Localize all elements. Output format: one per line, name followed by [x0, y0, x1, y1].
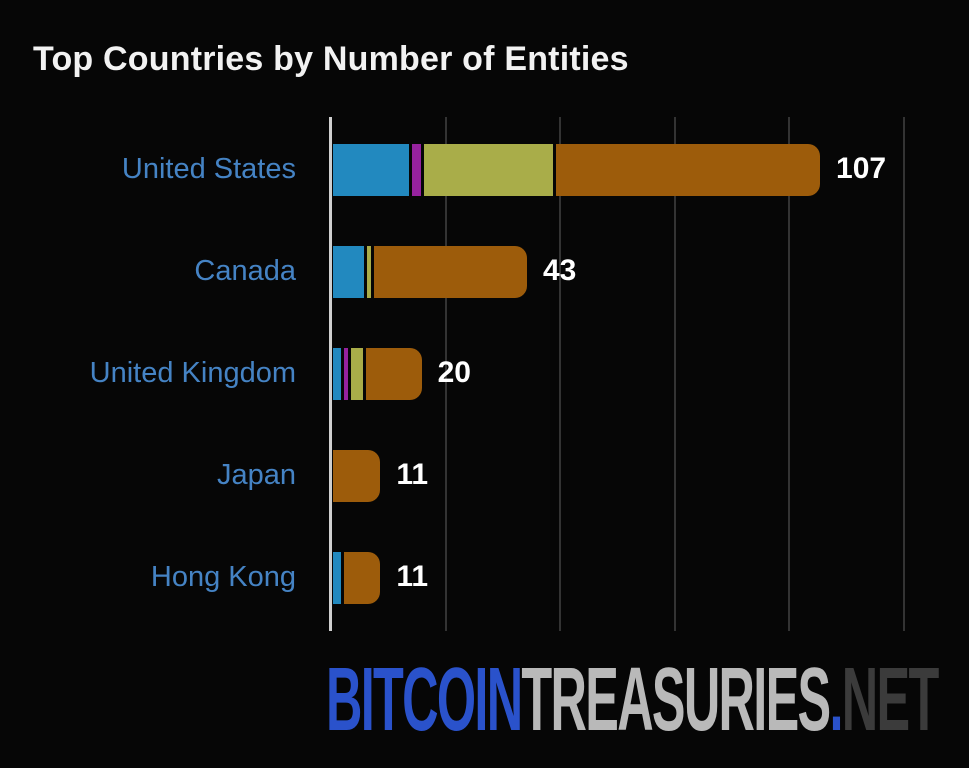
watermark-net-text: NET	[841, 650, 939, 750]
stacked-bar	[333, 552, 381, 604]
category-label: Hong Kong	[150, 561, 296, 593]
value-label: 20	[437, 356, 471, 389]
magenta-segment	[343, 348, 348, 400]
watermark-text: BITCOINTREASURIES.NET	[326, 655, 939, 745]
category-label: Canada	[194, 255, 296, 287]
brown-segment	[344, 552, 381, 604]
gridline	[902, 117, 905, 631]
gridline	[559, 117, 561, 631]
teal-segment	[333, 348, 341, 400]
page-title: Top Countries by Number of Entities	[33, 40, 629, 78]
teal-segment	[333, 552, 342, 604]
category-label: United Kingdom	[89, 357, 296, 389]
value-label: 43	[542, 254, 577, 287]
value-label: 107	[836, 152, 887, 185]
value-label: 11	[396, 458, 429, 491]
stacked-bar	[333, 450, 381, 502]
brown-segment	[556, 144, 821, 196]
watermark-treasuries-text: TREASURIES	[521, 650, 831, 750]
gridline	[444, 117, 447, 631]
y-axis-line	[329, 117, 332, 631]
olive-segment	[350, 348, 363, 400]
stacked-bar	[333, 348, 422, 400]
teal-segment	[333, 144, 409, 196]
brown-segment	[333, 450, 381, 502]
olive-segment	[423, 144, 554, 196]
gridline	[673, 117, 676, 631]
watermark-dot: .	[829, 650, 843, 750]
stacked-bar	[333, 246, 527, 298]
brown-segment	[365, 348, 422, 400]
teal-segment	[333, 246, 364, 298]
olive-segment	[366, 246, 371, 298]
brown-segment	[373, 246, 527, 298]
gridline	[788, 117, 790, 631]
magenta-segment	[411, 144, 421, 196]
watermark-bitcoin-text: BITCOIN	[326, 650, 523, 750]
category-label: United States	[121, 153, 296, 185]
watermark-logo: BITCOINTREASURIES.NET	[326, 652, 969, 748]
category-label: Japan	[216, 459, 296, 491]
stacked-bar	[333, 144, 821, 196]
value-label: 11	[396, 560, 429, 593]
